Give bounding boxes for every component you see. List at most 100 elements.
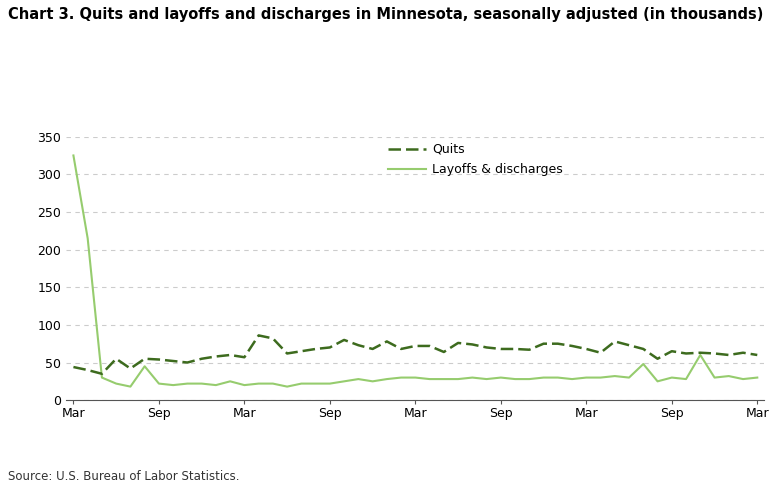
Quits xyxy=(396,346,406,352)
Legend: Quits, Layoffs & discharges: Quits, Layoffs & discharges xyxy=(388,143,562,176)
Layoffs & discharges xyxy=(667,375,676,381)
Layoffs & discharges xyxy=(69,153,78,159)
Quits xyxy=(653,356,662,362)
Quits xyxy=(624,342,633,348)
Quits xyxy=(610,339,619,345)
Quits xyxy=(710,350,719,356)
Quits xyxy=(282,350,292,356)
Quits xyxy=(553,341,562,346)
Layoffs & discharges xyxy=(753,375,762,381)
Quits xyxy=(525,347,534,353)
Layoffs & discharges xyxy=(553,375,562,381)
Quits xyxy=(268,335,278,341)
Layoffs & discharges xyxy=(268,381,278,386)
Quits xyxy=(667,348,676,354)
Quits xyxy=(311,346,321,352)
Layoffs & discharges xyxy=(539,375,548,381)
Quits xyxy=(197,356,207,362)
Quits xyxy=(239,354,249,360)
Quits xyxy=(682,350,691,356)
Quits xyxy=(596,350,605,356)
Layoffs & discharges xyxy=(696,352,705,358)
Quits xyxy=(126,366,135,371)
Layoffs & discharges xyxy=(724,373,733,379)
Layoffs & discharges xyxy=(211,382,221,388)
Quits xyxy=(468,342,477,347)
Layoffs & discharges xyxy=(126,384,135,389)
Layoffs & discharges xyxy=(596,375,605,381)
Quits xyxy=(368,346,378,352)
Layoffs & discharges xyxy=(382,376,392,382)
Quits xyxy=(225,352,235,358)
Quits xyxy=(567,343,576,349)
Layoffs & discharges xyxy=(112,381,121,386)
Quits xyxy=(439,349,448,355)
Quits xyxy=(753,352,762,358)
Quits xyxy=(425,343,434,349)
Quits xyxy=(353,342,363,348)
Quits xyxy=(410,343,420,349)
Layoffs & discharges xyxy=(311,381,321,386)
Layoffs & discharges xyxy=(98,375,107,381)
Quits xyxy=(83,367,92,373)
Layoffs & discharges xyxy=(339,378,349,384)
Quits xyxy=(739,350,748,356)
Quits xyxy=(154,357,164,363)
Quits xyxy=(168,358,178,364)
Layoffs & discharges xyxy=(439,376,448,382)
Layoffs & discharges xyxy=(739,376,748,382)
Layoffs & discharges xyxy=(624,375,633,381)
Text: Source: U.S. Bureau of Labor Statistics.: Source: U.S. Bureau of Labor Statistics. xyxy=(8,470,239,483)
Layoffs & discharges xyxy=(682,376,691,382)
Quits xyxy=(183,360,192,366)
Layoffs & discharges xyxy=(225,378,235,384)
Text: Chart 3. Quits and layoffs and discharges in Minnesota, seasonally adjusted (in : Chart 3. Quits and layoffs and discharge… xyxy=(8,7,763,22)
Layoffs & discharges xyxy=(83,235,92,241)
Quits xyxy=(112,356,121,362)
Quits xyxy=(254,332,264,338)
Layoffs & discharges xyxy=(410,375,420,381)
Quits xyxy=(98,371,107,377)
Layoffs & discharges xyxy=(168,382,178,388)
Layoffs & discharges xyxy=(239,382,249,388)
Layoffs & discharges xyxy=(325,381,335,386)
Layoffs & discharges xyxy=(183,381,192,386)
Quits xyxy=(140,356,149,362)
Layoffs & discharges xyxy=(140,364,149,369)
Quits xyxy=(211,354,221,360)
Layoffs & discharges xyxy=(653,378,662,384)
Layoffs & discharges xyxy=(525,376,534,382)
Quits xyxy=(510,346,519,352)
Quits xyxy=(724,352,733,358)
Quits xyxy=(582,346,591,352)
Layoffs & discharges xyxy=(197,381,207,386)
Layoffs & discharges xyxy=(610,373,619,379)
Layoffs & discharges xyxy=(254,381,264,386)
Line: Layoffs & discharges: Layoffs & discharges xyxy=(73,156,757,386)
Quits xyxy=(696,350,705,356)
Quits xyxy=(69,364,78,370)
Quits xyxy=(639,346,648,352)
Layoffs & discharges xyxy=(468,375,477,381)
Quits xyxy=(325,345,335,350)
Layoffs & discharges xyxy=(582,375,591,381)
Layoffs & discharges xyxy=(453,376,463,382)
Layoffs & discharges xyxy=(368,378,378,384)
Quits xyxy=(539,341,548,346)
Layoffs & discharges xyxy=(282,384,292,389)
Layoffs & discharges xyxy=(639,361,648,367)
Layoffs & discharges xyxy=(567,376,576,382)
Layoffs & discharges xyxy=(510,376,519,382)
Quits xyxy=(382,339,392,345)
Layoffs & discharges xyxy=(482,376,491,382)
Layoffs & discharges xyxy=(396,375,406,381)
Layoffs & discharges xyxy=(425,376,434,382)
Quits xyxy=(496,346,505,352)
Quits xyxy=(482,345,491,350)
Layoffs & discharges xyxy=(154,381,164,386)
Layoffs & discharges xyxy=(710,375,719,381)
Quits xyxy=(339,337,349,343)
Layoffs & discharges xyxy=(496,375,505,381)
Quits xyxy=(296,348,306,354)
Line: Quits: Quits xyxy=(73,335,757,374)
